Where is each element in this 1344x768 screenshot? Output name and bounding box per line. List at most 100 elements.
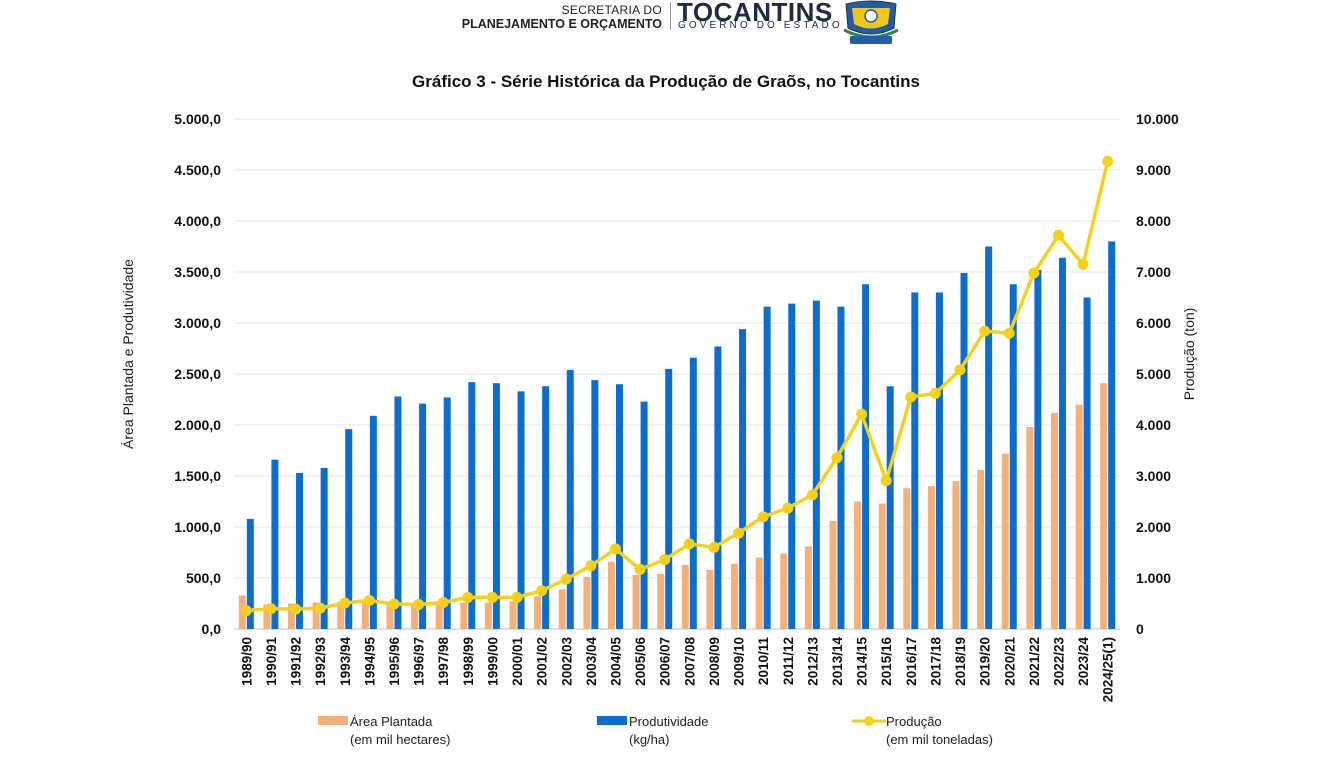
point-producao: [880, 475, 892, 487]
y-tick-label-right: 9.000: [1136, 162, 1171, 178]
legend-area-unit: (em mil hectares): [350, 732, 451, 747]
point-producao: [659, 554, 671, 566]
bar-produtividade: [419, 403, 427, 629]
bar-produtividade: [714, 346, 722, 629]
bar-area-plantada: [435, 604, 443, 629]
x-tick-label: 1998/99: [461, 637, 476, 686]
point-producao: [265, 603, 277, 615]
bar-produtividade: [1009, 284, 1017, 629]
y-tick-label-left: 3.500,0: [174, 264, 221, 280]
legend-produtividade-label: Produtividade: [629, 714, 709, 729]
x-tick-label: 2010/11: [756, 637, 771, 686]
x-tick-label: 2012/13: [805, 637, 820, 686]
point-producao: [831, 452, 843, 464]
x-tick-label: 2013/14: [830, 637, 845, 686]
secretaria-line2: PLANEJAMENTO E ORÇAMENTO: [461, 17, 662, 31]
chart-title: Gráfico 3 - Série Histórica da Produção …: [412, 72, 920, 91]
bar-area-plantada: [1075, 404, 1083, 629]
bar-area-plantada: [706, 569, 714, 629]
bar-area-plantada: [386, 603, 394, 629]
y-tick-label-right: 2.000: [1136, 519, 1171, 535]
x-tick-label: 1993/94: [338, 637, 353, 686]
y-tick-label-left: 5.000,0: [174, 111, 221, 127]
point-producao: [462, 591, 474, 603]
bar-produtividade: [271, 459, 279, 629]
x-tick-label: 2021/22: [1027, 637, 1042, 686]
bar-produtividade: [837, 306, 845, 629]
y-tick-label-right: 1.000: [1136, 570, 1171, 586]
point-producao: [339, 597, 351, 609]
x-tick-label: 1996/97: [412, 637, 427, 686]
bar-area-plantada: [657, 573, 665, 629]
bar-area-plantada: [681, 564, 689, 629]
bar-area-plantada: [829, 520, 837, 629]
secretaria-logo-text: SECRETARIA DO PLANEJAMENTO E ORÇAMENTO: [462, 4, 662, 31]
bar-produtividade: [1108, 241, 1116, 629]
bar-produtividade: [591, 380, 599, 629]
x-tick-label: 2001/02: [535, 637, 550, 686]
y-tick-label-right: 5.000: [1136, 366, 1171, 382]
bar-produtividade: [665, 368, 673, 629]
point-producao: [560, 573, 572, 585]
y-tick-label-right: 7.000: [1136, 264, 1171, 280]
point-producao: [733, 527, 745, 539]
x-tick-label: 2020/21: [1002, 637, 1017, 686]
x-tick-label: 2007/08: [682, 637, 697, 686]
bar-produtividade: [689, 357, 697, 629]
bar-produtividade: [960, 273, 968, 629]
point-producao: [536, 585, 548, 597]
x-tick-label: 2006/07: [658, 637, 673, 686]
y-tick-label-left: 4.500,0: [174, 162, 221, 178]
x-tick-label: 2003/04: [584, 637, 599, 686]
point-producao: [609, 543, 621, 555]
point-producao: [486, 591, 498, 603]
bar-produtividade: [345, 429, 353, 629]
bar-area-plantada: [1026, 427, 1034, 629]
x-tick-label: 1995/96: [387, 637, 402, 686]
bar-area-plantada: [1050, 412, 1058, 629]
bar-produtividade: [640, 401, 648, 629]
bar-produtividade: [369, 415, 377, 629]
x-tick-label: 2017/18: [928, 637, 943, 686]
bar-produtividade: [468, 382, 476, 629]
point-producao: [290, 603, 302, 615]
x-tick-label: 2018/19: [953, 637, 968, 686]
x-tick-label: 2024/25(1): [1101, 637, 1116, 702]
bar-produtividade: [739, 329, 747, 629]
header: SECRETARIA DO PLANEJAMENTO E ORÇAMENTO T…: [0, 0, 1344, 50]
legend-producao-label: Produção: [886, 714, 942, 729]
bar-area-plantada: [558, 589, 566, 629]
bar-produtividade: [1058, 257, 1066, 629]
y-axis-title-left: Área Plantada e Produtividade: [120, 259, 136, 449]
bar-produtividade: [566, 369, 574, 629]
state-coat-of-arms-icon: [843, 0, 899, 44]
y-tick-label-left: 2.000,0: [174, 417, 221, 433]
legend-producao-unit: (em mil toneladas): [886, 732, 993, 747]
point-producao: [1028, 267, 1040, 279]
point-producao: [413, 599, 425, 611]
bar-area-plantada: [731, 563, 739, 629]
bar-area-plantada: [509, 601, 517, 629]
bar-produtividade: [763, 306, 771, 629]
bar-area-plantada: [1001, 453, 1009, 629]
bar-produtividade: [320, 467, 328, 629]
x-tick-label: 2011/12: [781, 637, 796, 685]
bar-produtividade: [1083, 297, 1091, 629]
bar-produtividade: [935, 292, 943, 629]
y-tick-label-left: 0,0: [202, 621, 222, 637]
legend-produtividade-unit: (kg/ha): [629, 732, 670, 747]
bar-area-plantada: [460, 602, 468, 629]
bar-area-plantada: [263, 604, 271, 629]
bar-produtividade: [246, 518, 254, 629]
x-tick-label: 2019/20: [978, 637, 993, 686]
bar-area-plantada: [312, 602, 320, 629]
point-producao: [905, 391, 917, 403]
point-producao: [1077, 258, 1089, 270]
bar-area-plantada: [534, 596, 542, 629]
x-tick-label: 2016/17: [904, 637, 919, 686]
point-producao: [388, 598, 400, 610]
bar-area-plantada: [804, 546, 812, 629]
x-tick-label: 2000/01: [510, 637, 525, 686]
point-producao: [856, 408, 868, 420]
